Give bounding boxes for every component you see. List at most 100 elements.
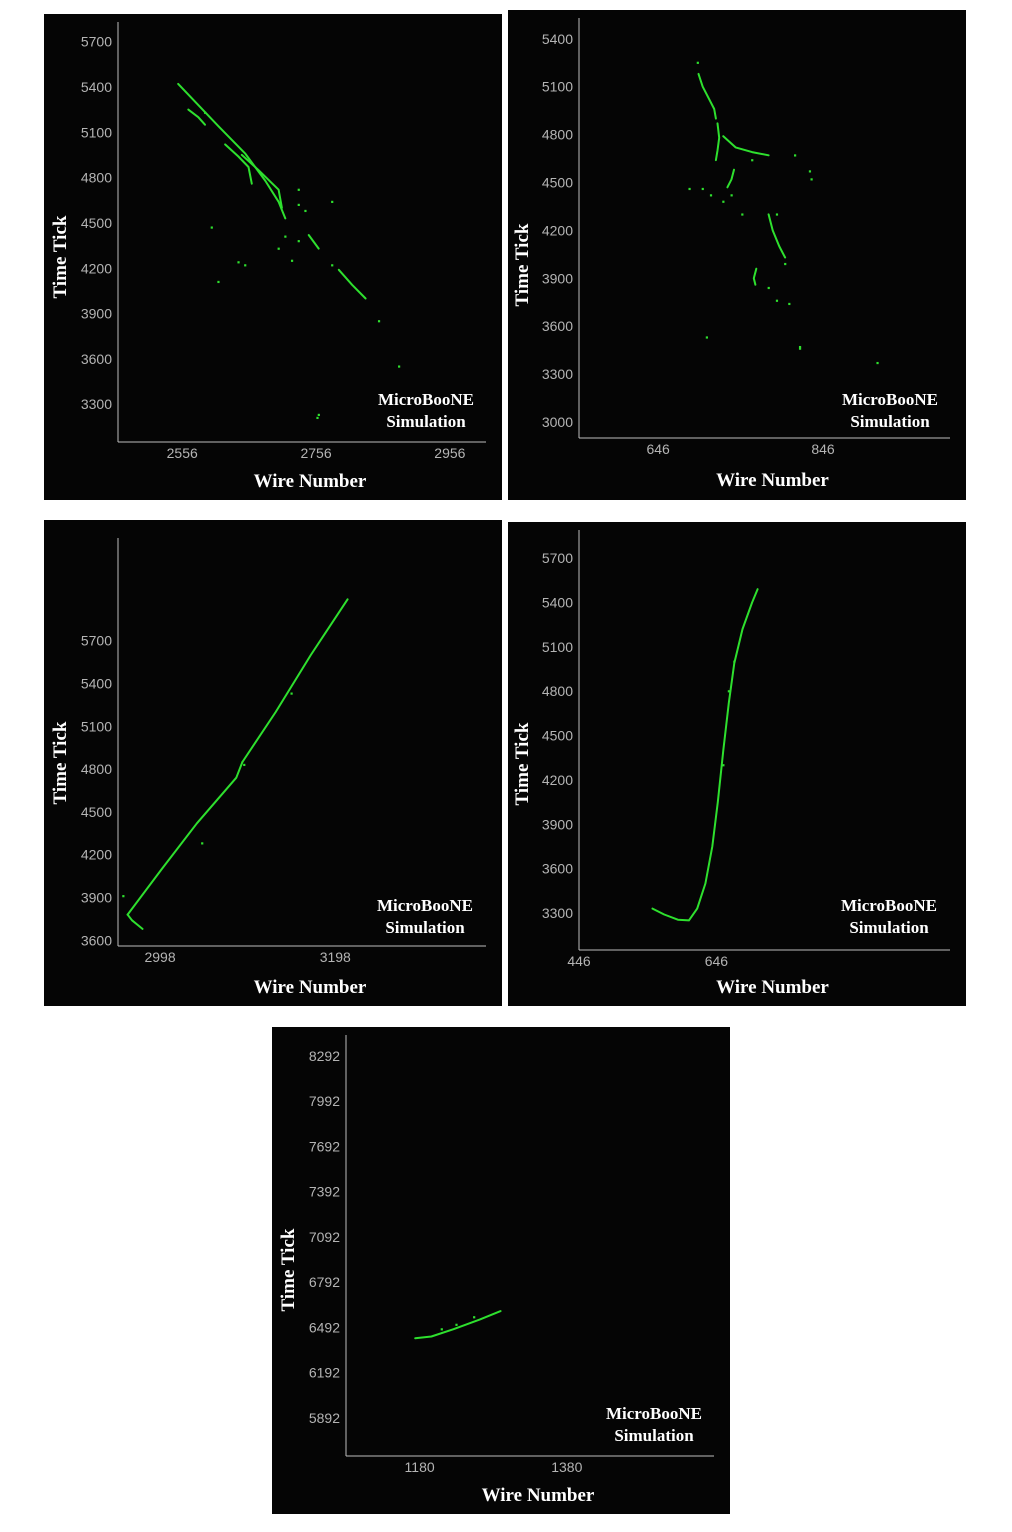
y-tick-label: 5100 xyxy=(81,124,112,140)
watermark-simulation: Simulation xyxy=(385,918,465,937)
y-tick-label: 7092 xyxy=(309,1229,340,1245)
hit-point xyxy=(317,413,320,417)
track-line xyxy=(722,135,770,157)
y-tick-label: 5400 xyxy=(81,676,112,692)
track-line xyxy=(187,108,206,126)
event-display-panel-5: 5892 6192 6492 6792 7092 7392 7692 7992 8292 1180… xyxy=(272,1027,730,1514)
x-tick-label: 2756 xyxy=(300,445,331,461)
hit-point xyxy=(794,154,797,157)
y-tick-label: 3900 xyxy=(542,270,573,286)
y-axis-title: Time Tick xyxy=(512,223,533,306)
y-tick-label: 4800 xyxy=(542,127,573,143)
y-tick-label: 7692 xyxy=(309,1138,340,1154)
track-line xyxy=(307,234,320,250)
event-display-panel-2: 3000 3300 3600 3900 4200 4500 4800 5100 5400 646 8… xyxy=(508,10,966,500)
hit-point xyxy=(727,690,730,693)
track-line xyxy=(241,598,349,763)
y-axis-title: Time Tick xyxy=(50,215,71,298)
event-display-panel-3: 3600 3900 4200 4500 4800 5100 5400 5700 2998 3198… xyxy=(44,520,502,1006)
x-tick-label: 1180 xyxy=(405,1459,435,1475)
y-tick-label: 5100 xyxy=(81,718,112,734)
y-tick-label: 7992 xyxy=(309,1093,340,1109)
x-tick-label: 1380 xyxy=(551,1459,582,1475)
hit-point xyxy=(237,261,240,264)
y-tick-label: 3600 xyxy=(542,318,573,334)
hit-point xyxy=(876,361,879,365)
y-tick-label: 4800 xyxy=(542,683,573,699)
watermark-experiment: MicroBooNE xyxy=(606,1404,702,1423)
watermark-experiment: MicroBooNE xyxy=(841,896,937,915)
hit-point xyxy=(284,235,287,238)
hit-point xyxy=(730,194,733,197)
hit-point xyxy=(473,1316,476,1319)
y-tick-label: 4800 xyxy=(81,761,112,777)
hit-point xyxy=(244,264,247,267)
hit-point xyxy=(210,226,213,229)
y-tick-label: 3600 xyxy=(542,861,573,877)
hit-point xyxy=(304,209,307,213)
y-tick-label: 4500 xyxy=(542,174,573,190)
y-tick-label: 3300 xyxy=(81,396,112,412)
track-line xyxy=(767,213,787,259)
hit-point xyxy=(297,240,300,243)
hit-point xyxy=(331,200,334,203)
hit-point xyxy=(217,280,220,284)
track-line xyxy=(126,761,244,916)
hit-point xyxy=(290,692,293,695)
hit-point xyxy=(798,347,802,350)
x-axis-title: Wire Number xyxy=(716,470,829,491)
watermark-simulation: Simulation xyxy=(386,412,466,431)
y-tick-label: 3900 xyxy=(81,889,112,905)
track-line xyxy=(752,267,758,286)
hit-point xyxy=(751,159,754,162)
hit-point xyxy=(201,842,204,845)
hit-point xyxy=(290,259,294,262)
track-line xyxy=(337,268,367,300)
y-tick-label: 4200 xyxy=(81,260,112,276)
hit-point xyxy=(784,262,787,266)
hit-point xyxy=(741,213,744,216)
x-tick-label: 646 xyxy=(705,953,729,969)
watermark-experiment: MicroBooNE xyxy=(377,896,473,915)
y-tick-label: 5700 xyxy=(81,34,112,50)
y-tick-label: 5892 xyxy=(309,1410,340,1426)
hit-point xyxy=(775,299,779,302)
y-tick-label: 5100 xyxy=(542,79,573,95)
hit-point xyxy=(122,895,125,898)
event-display-panel-1: 3300 3600 3900 4200 4500 4800 5100 5400 5700 2556… xyxy=(44,14,502,500)
y-tick-label: 4200 xyxy=(81,847,112,863)
y-tick-label: 3600 xyxy=(81,932,112,948)
hit-point xyxy=(808,170,812,173)
y-tick-label: 4200 xyxy=(542,222,573,238)
hit-point xyxy=(705,336,708,339)
y-tick-label: 5400 xyxy=(542,31,573,47)
hit-point xyxy=(316,416,319,420)
chart-svg: 3000 3300 3600 3900 4200 4500 4800 5100 5400 646 8… xyxy=(512,18,950,491)
watermark-simulation: Simulation xyxy=(849,918,929,937)
y-tick-label: 8292 xyxy=(309,1048,340,1064)
y-axis-title: Time Tick xyxy=(512,722,533,805)
hit-point xyxy=(297,188,300,191)
chart-svg: 3600 3900 4200 4500 4800 5100 5400 5700 2998 3198… xyxy=(50,538,486,998)
hit-point xyxy=(788,302,791,306)
hit-point xyxy=(398,365,401,368)
chart-svg: 3300 3600 3900 4200 4500 4800 5100 5400 5700 446 6… xyxy=(512,530,950,998)
x-axis-title: Wire Number xyxy=(716,977,829,998)
y-tick-label: 4500 xyxy=(542,728,573,744)
y-tick-label: 3900 xyxy=(81,306,112,322)
track-line xyxy=(240,153,283,209)
chart-svg: 5892 6192 6492 6792 7092 7392 7692 7992 8292 1180… xyxy=(278,1035,714,1506)
hit-point xyxy=(688,187,691,191)
hit-point xyxy=(767,286,770,290)
x-axis-title: Wire Number xyxy=(254,471,367,492)
hit-point xyxy=(733,660,736,663)
y-tick-label: 5400 xyxy=(81,79,112,95)
hit-point xyxy=(722,764,725,767)
y-tick-label: 3300 xyxy=(542,905,573,921)
hit-point xyxy=(709,194,713,197)
chart-svg: 3300 3600 3900 4200 4500 4800 5100 5400 5700 2556… xyxy=(50,22,486,492)
y-tick-label: 5700 xyxy=(81,633,112,649)
watermark-experiment: MicroBooNE xyxy=(378,390,474,409)
y-tick-label: 5100 xyxy=(542,639,573,655)
x-axis-title: Wire Number xyxy=(254,977,367,998)
